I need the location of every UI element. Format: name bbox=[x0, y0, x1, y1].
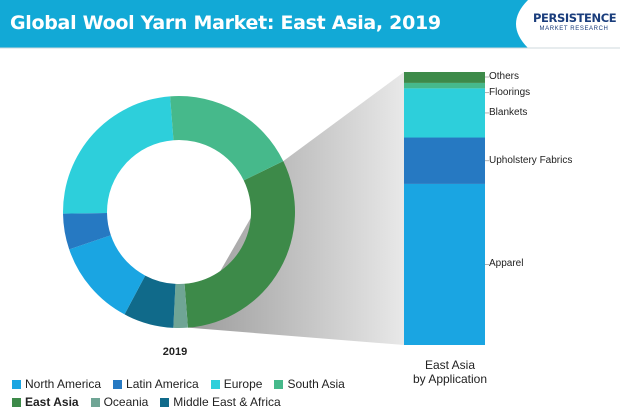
legend-item-oceania: Oceania bbox=[90, 395, 149, 409]
legend-swatch-south-asia bbox=[274, 379, 284, 389]
legend-item-middle-east-and-africa: Middle East & Africa bbox=[160, 395, 281, 409]
legend-label-north-america: North America bbox=[25, 377, 102, 391]
bar-label-others: Others bbox=[489, 71, 520, 82]
bar-label-blankets: Blankets bbox=[489, 106, 528, 118]
legend-swatch-europe bbox=[210, 379, 220, 389]
legend-item-north-america: North America bbox=[12, 377, 101, 391]
chart-title: Global Wool Yarn Market: East Asia, 2019 bbox=[10, 12, 441, 34]
bar-caption: East Asia by Application bbox=[380, 358, 520, 386]
donut-caption: 2019 bbox=[162, 346, 188, 358]
legend-swatch-middle-east-and-africa bbox=[160, 397, 170, 407]
donut-chart bbox=[63, 96, 295, 328]
legend-swatch-east-asia bbox=[12, 397, 21, 407]
legend-swatch-latin-america bbox=[113, 379, 123, 389]
bar-leader-lines bbox=[485, 76, 489, 265]
legend-label-east-asia: East Asia bbox=[25, 395, 79, 409]
bar-label-upholstery-fabrics: Upholstery Fabrics bbox=[489, 154, 573, 166]
legend-label-south-asia: South Asia bbox=[287, 377, 345, 391]
donut-slice-europe bbox=[63, 96, 174, 214]
legend-swatch-oceania bbox=[90, 397, 100, 407]
legend-item-latin-america: Latin America bbox=[113, 377, 199, 391]
legend-item-europe: Europe bbox=[210, 377, 263, 391]
stacked-bar bbox=[404, 72, 485, 345]
legend-item-east-asia: East Asia bbox=[12, 395, 79, 409]
title-banner bbox=[0, 0, 620, 49]
donut-slice-east-asia bbox=[184, 161, 295, 328]
bar-caption-line-2: by Application bbox=[412, 372, 488, 386]
legend-label-europe: Europe bbox=[223, 377, 263, 391]
legend-row: North America Latin America Europe South As… bbox=[12, 377, 357, 391]
donut-slice-latin-america bbox=[63, 213, 111, 250]
banner-bar bbox=[0, 0, 528, 48]
donut-slice-middle-east-and-africa bbox=[124, 275, 176, 328]
bar-segment-upholstery-fabrics bbox=[404, 137, 485, 184]
bar-caption-line-1: East Asia bbox=[424, 358, 476, 372]
logo-wordmark: PERSISTENCE bbox=[533, 11, 617, 25]
logo-tagline: MARKET RESEARCH bbox=[539, 26, 609, 32]
donut-slice-north-america bbox=[69, 235, 146, 315]
brand-logo: PERSISTENCE MARKET RESEARCH bbox=[533, 6, 617, 42]
legend-label-latin-america: Latin America bbox=[126, 377, 199, 391]
bar-segment-others bbox=[404, 72, 485, 83]
legend-swatch-north-america bbox=[12, 379, 21, 389]
legend-item-south-asia: South Asia bbox=[274, 377, 345, 391]
legend-label-oceania: Oceania bbox=[103, 395, 149, 409]
bar-segment-apparel bbox=[404, 183, 485, 345]
legend-row: East Asia Oceania Middle East & Africa bbox=[12, 395, 293, 409]
bar-label-apparel: Apparel bbox=[489, 258, 524, 270]
legend-label-middle-east-and-africa: Middle East & Africa bbox=[173, 395, 281, 409]
bar-label-floorings: Floorings bbox=[489, 86, 531, 98]
donut-slice-south-asia bbox=[170, 96, 284, 181]
donut-slice-oceania bbox=[173, 283, 188, 328]
bar-segment-blankets bbox=[404, 88, 485, 138]
bar-segment-floorings bbox=[404, 82, 485, 89]
